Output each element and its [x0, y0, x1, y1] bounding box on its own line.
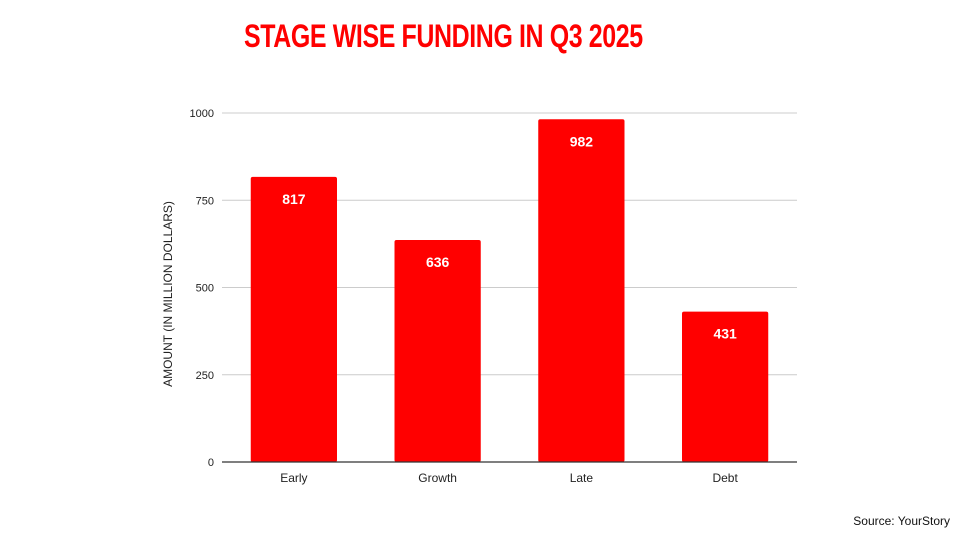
y-axis-label: AMOUNT (IN MILLION DOLLARS) [161, 201, 175, 387]
y-tick-label: 0 [208, 457, 214, 469]
data-label: 817 [282, 191, 306, 207]
chart-title: STAGE WISE FUNDING IN Q3 2025 [244, 18, 643, 54]
y-tick-label: 750 [196, 195, 214, 207]
source-note: Source: YourStory [853, 514, 950, 528]
x-tick-label: Late [570, 471, 594, 485]
x-tick-label: Early [280, 471, 307, 485]
bars: 817 636 982 431 [250, 119, 769, 463]
x-tick-label: Debt [712, 471, 738, 485]
y-tick-label: 250 [196, 370, 214, 382]
bar-growth [394, 240, 481, 462]
y-axis-ticks: 0 250 500 750 1000 [190, 108, 214, 469]
y-tick-label: 500 [196, 283, 214, 295]
bar-debt [682, 311, 769, 462]
data-label: 636 [426, 254, 450, 270]
bar-late [538, 119, 625, 463]
y-tick-label: 1000 [190, 108, 214, 120]
bar-early [250, 176, 337, 462]
x-axis-ticks: Early Growth Late Debt [280, 471, 738, 485]
data-label: 982 [570, 133, 594, 149]
x-tick-label: Growth [418, 471, 457, 485]
data-label: 431 [713, 326, 737, 342]
